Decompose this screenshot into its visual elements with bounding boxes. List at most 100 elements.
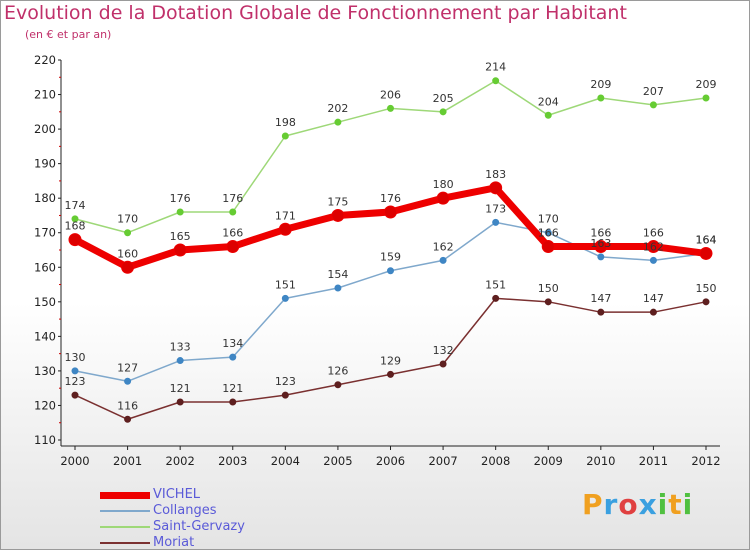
y-tick-label: 210 bbox=[34, 88, 56, 102]
point-collanges bbox=[492, 218, 500, 226]
data-label-vichel: 176 bbox=[380, 192, 401, 205]
data-label-moriat: 123 bbox=[65, 375, 86, 388]
point-moriat bbox=[334, 381, 342, 389]
point-moriat bbox=[281, 391, 289, 399]
data-label-saint-gervazy: 207 bbox=[643, 85, 664, 98]
proxiti-logo: Proxiti bbox=[582, 488, 693, 521]
legend-swatch-vichel bbox=[100, 491, 150, 499]
data-label-saint-gervazy: 170 bbox=[117, 213, 138, 226]
point-moriat bbox=[71, 391, 79, 399]
point-moriat bbox=[544, 298, 552, 306]
point-moriat bbox=[597, 308, 605, 316]
data-label-vichel: 166 bbox=[538, 227, 559, 240]
data-label-vichel: 160 bbox=[117, 247, 138, 260]
y-tick-label: 190 bbox=[34, 157, 56, 171]
chart-subtitle: (en € et par an) bbox=[25, 28, 112, 41]
point-moriat bbox=[229, 398, 237, 406]
data-label-collanges: 134 bbox=[222, 337, 243, 350]
data-label-collanges: 127 bbox=[117, 361, 138, 374]
data-label-vichel: 166 bbox=[643, 227, 664, 240]
point-saint-gervazy bbox=[387, 104, 394, 112]
point-collanges bbox=[71, 367, 79, 375]
legend-label-saint-gervazy: Saint-Gervazy bbox=[153, 519, 245, 534]
point-saint-gervazy bbox=[281, 132, 289, 140]
x-tick-label: 2009 bbox=[534, 454, 563, 468]
logo-letter: t bbox=[668, 488, 683, 521]
data-label-collanges: 162 bbox=[433, 240, 454, 253]
data-label-saint-gervazy: 206 bbox=[380, 88, 401, 101]
point-saint-gervazy bbox=[334, 118, 342, 126]
x-tick-label: 2002 bbox=[166, 454, 195, 468]
x-tick-label: 2001 bbox=[113, 454, 142, 468]
data-label-moriat: 126 bbox=[327, 365, 348, 378]
point-collanges bbox=[334, 284, 342, 292]
y-tick-label: 200 bbox=[34, 122, 56, 136]
y-tick-label: 110 bbox=[34, 433, 56, 447]
data-label-moriat: 129 bbox=[380, 354, 401, 367]
x-tick-label: 2006 bbox=[376, 454, 405, 468]
data-label-collanges: 133 bbox=[170, 341, 191, 354]
point-vichel bbox=[541, 240, 555, 254]
point-vichel bbox=[121, 260, 135, 274]
point-vichel bbox=[226, 240, 240, 254]
data-label-moriat: 150 bbox=[696, 282, 717, 295]
point-vichel bbox=[594, 240, 608, 254]
data-label-vichel: 166 bbox=[590, 227, 611, 240]
point-vichel bbox=[331, 208, 345, 222]
data-label-saint-gervazy: 174 bbox=[65, 199, 86, 212]
point-vichel bbox=[68, 233, 82, 247]
data-label-collanges: 163 bbox=[590, 237, 611, 250]
x-tick-label: 2010 bbox=[586, 454, 615, 468]
point-moriat bbox=[439, 360, 447, 368]
point-saint-gervazy bbox=[597, 94, 605, 102]
data-label-saint-gervazy: 198 bbox=[275, 116, 296, 129]
logo-letter: i bbox=[657, 488, 669, 521]
point-collanges bbox=[281, 294, 289, 302]
point-moriat bbox=[492, 294, 500, 302]
point-vichel bbox=[278, 222, 292, 236]
data-label-collanges: 164 bbox=[696, 233, 717, 246]
data-label-moriat: 147 bbox=[643, 292, 664, 305]
data-label-collanges: 154 bbox=[327, 268, 348, 281]
data-label-vichel: 165 bbox=[170, 230, 191, 243]
legend-swatch-collanges bbox=[100, 510, 150, 512]
point-saint-gervazy bbox=[492, 77, 500, 85]
data-label-collanges: 151 bbox=[275, 278, 296, 291]
point-collanges bbox=[229, 353, 237, 361]
x-tick-label: 2000 bbox=[60, 454, 89, 468]
x-tick-label: 2004 bbox=[271, 454, 300, 468]
legend-label-moriat: Moriat bbox=[153, 535, 195, 550]
data-label-moriat: 150 bbox=[538, 282, 559, 295]
y-tick-label: 120 bbox=[34, 398, 56, 412]
point-collanges bbox=[124, 377, 132, 385]
point-vichel bbox=[173, 243, 187, 257]
point-saint-gervazy bbox=[702, 94, 710, 102]
point-collanges bbox=[597, 253, 605, 261]
point-saint-gervazy bbox=[544, 111, 552, 119]
data-label-saint-gervazy: 209 bbox=[590, 78, 611, 91]
data-label-saint-gervazy: 204 bbox=[538, 95, 559, 108]
point-vichel bbox=[436, 191, 450, 205]
legend-label-vichel: VICHEL bbox=[153, 487, 201, 502]
x-tick-label: 2011 bbox=[639, 454, 668, 468]
point-vichel bbox=[699, 246, 713, 260]
point-vichel bbox=[384, 205, 397, 219]
data-label-collanges: 159 bbox=[380, 251, 401, 264]
data-label-saint-gervazy: 176 bbox=[222, 192, 243, 205]
x-tick-label: 2008 bbox=[481, 454, 510, 468]
y-tick-label: 160 bbox=[34, 260, 56, 274]
data-label-moriat: 116 bbox=[117, 399, 138, 412]
point-collanges bbox=[649, 256, 657, 264]
point-saint-gervazy bbox=[124, 229, 132, 237]
point-saint-gervazy bbox=[71, 215, 79, 223]
data-label-vichel: 168 bbox=[65, 220, 86, 233]
y-tick-label: 220 bbox=[34, 53, 56, 67]
point-collanges bbox=[176, 357, 184, 365]
point-vichel bbox=[489, 181, 503, 195]
point-saint-gervazy bbox=[439, 108, 447, 116]
legend-swatch-moriat bbox=[100, 542, 150, 544]
data-label-moriat: 147 bbox=[590, 292, 611, 305]
data-label-saint-gervazy: 202 bbox=[327, 102, 348, 115]
data-label-moriat: 121 bbox=[170, 382, 191, 395]
